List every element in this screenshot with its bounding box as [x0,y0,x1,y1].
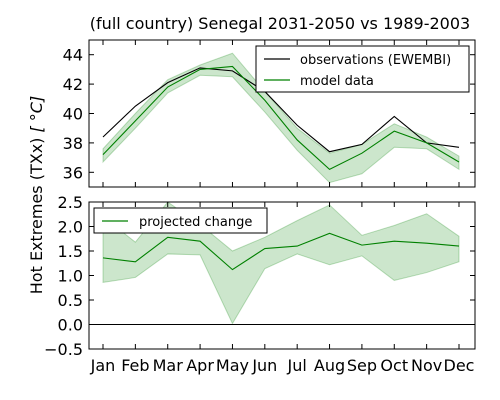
top-panel: 36 38 40 42 44 observations (EWEMBI) model da… [63,40,475,187]
legend-entry-change: projected change [139,215,252,230]
top-ytick-label: 36 [63,163,83,182]
bottom-ytick-label: 1.5 [58,242,83,261]
bottom-ytick-label: 0.0 [58,316,83,335]
bottom-ytick-label: 1.0 [58,267,83,286]
x-tick-label: Jan [90,356,116,375]
x-tick-label: May [216,356,249,375]
bottom-ytick-label: −0.5 [44,340,83,359]
top-ytick-label: 38 [63,134,83,153]
x-tick-label: Feb [121,356,149,375]
top-legend: observations (EWEMBI) model data [256,46,469,92]
legend-entry-1: model data [300,74,374,89]
x-tick-label: Nov [411,356,442,375]
top-ytick-label: 44 [63,46,83,65]
x-tick-label: Mar [153,356,184,375]
x-tick-label: Jul [287,356,307,375]
x-tick-label: Jun [251,356,277,375]
x-tick-label: Sep [347,356,377,375]
legend-entry-0: observations (EWEMBI) [300,53,451,68]
x-tick-label: Dec [444,356,475,375]
x-tick-label: Oct [380,356,408,375]
bottom-panel: −0.5 0.0 0.5 1.0 1.5 2.0 2.5 projected change [44,193,475,359]
top-ytick-label: 42 [63,75,83,94]
y-axis-label: Hot Extremes (TXx) [ °C] [27,96,46,294]
bottom-ytick-label: 2.0 [58,218,83,237]
top-ytick-label: 40 [63,105,83,124]
bottom-ytick-label: 2.5 [58,193,83,212]
bottom-ytick-label: 0.5 [58,291,83,310]
x-axis-ticks: Jan Feb Mar Apr May Jun Jul Aug Sep Oct Nov Dec [90,356,475,375]
x-tick-label: Aug [314,356,345,375]
x-tick-label: Apr [186,356,214,375]
y-axis-label-text: Hot Extremes (TXx) [27,138,46,295]
y-axis-label-unit: [ °C] [27,96,46,133]
chart-title: (full country) Senegal 2031-2050 vs 1989… [90,14,470,33]
bottom-legend: projected change [94,208,267,233]
